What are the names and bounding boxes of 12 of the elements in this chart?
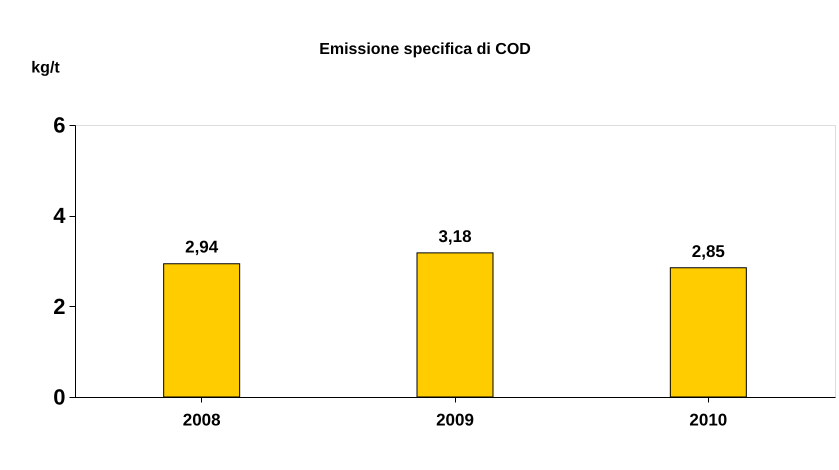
x-tick-label: 2009 xyxy=(436,410,474,430)
chart-title: Emissione specifica di COD xyxy=(319,41,531,58)
y-tick-label: 2 xyxy=(53,294,66,319)
y-axis-title: kg/t xyxy=(31,60,60,76)
x-tick-label: 2010 xyxy=(689,410,728,430)
y-tick-label: 4 xyxy=(53,203,66,228)
data-label: 3,18 xyxy=(438,226,472,246)
y-tick-label: 0 xyxy=(53,384,66,410)
y-tick-label: 6 xyxy=(53,112,66,138)
x-tick-label: 2008 xyxy=(182,410,221,430)
data-label: 2,85 xyxy=(692,242,725,261)
data-label: 2,94 xyxy=(185,238,219,257)
